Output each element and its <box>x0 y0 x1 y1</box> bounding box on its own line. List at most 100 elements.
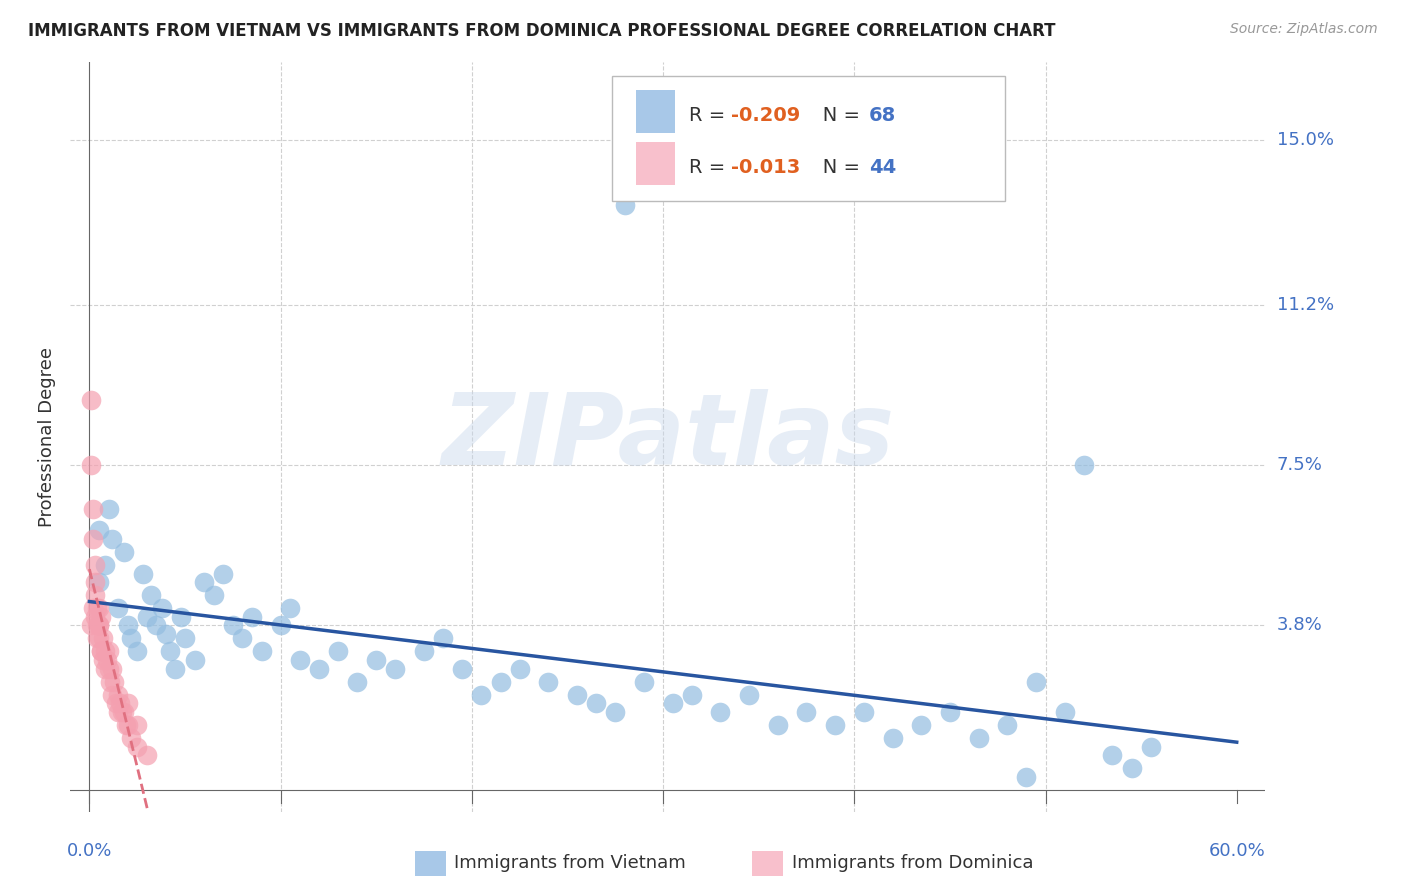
Point <box>84 610 107 624</box>
Point <box>967 731 990 745</box>
Point <box>681 688 703 702</box>
Point <box>82 601 104 615</box>
Point <box>489 674 512 689</box>
Point <box>661 697 683 711</box>
Point <box>97 644 120 658</box>
Point <box>117 697 139 711</box>
Point <box>93 558 115 572</box>
Point <box>384 662 406 676</box>
Point <box>183 653 205 667</box>
Point <box>766 718 789 732</box>
Point <box>107 705 129 719</box>
Point <box>240 610 263 624</box>
Point <box>127 718 149 732</box>
Point <box>91 653 114 667</box>
Point <box>1101 748 1123 763</box>
Point <box>90 644 112 658</box>
Point <box>1015 770 1038 784</box>
Point <box>170 610 193 624</box>
Point <box>93 644 115 658</box>
Text: 68: 68 <box>869 105 896 125</box>
Point <box>939 705 962 719</box>
Point <box>127 644 149 658</box>
Point <box>87 601 110 615</box>
Text: 3.8%: 3.8% <box>1277 616 1322 634</box>
Point <box>346 674 368 689</box>
Point <box>135 748 157 763</box>
Text: 44: 44 <box>869 158 896 177</box>
Point <box>738 688 761 702</box>
Point <box>1025 674 1047 689</box>
Point <box>1053 705 1076 719</box>
Point <box>145 618 167 632</box>
Point <box>97 662 120 676</box>
Point <box>87 523 110 537</box>
Point <box>117 618 139 632</box>
Point <box>633 674 655 689</box>
Point <box>108 697 131 711</box>
Point <box>90 610 112 624</box>
Point <box>87 618 110 632</box>
Point <box>852 705 875 719</box>
Point <box>91 632 114 646</box>
Text: Immigrants from Vietnam: Immigrants from Vietnam <box>454 855 686 872</box>
Point <box>231 632 253 646</box>
Point <box>80 393 103 408</box>
Point <box>413 644 436 658</box>
Point <box>278 601 301 615</box>
Text: -0.209: -0.209 <box>731 105 800 125</box>
Point <box>270 618 292 632</box>
Point <box>82 501 104 516</box>
Point <box>121 731 143 745</box>
Point <box>202 588 225 602</box>
Text: N =: N = <box>804 105 866 125</box>
Point <box>366 653 388 667</box>
Point <box>96 653 118 667</box>
Text: IMMIGRANTS FROM VIETNAM VS IMMIGRANTS FROM DOMINICA PROFESSIONAL DEGREE CORRELAT: IMMIGRANTS FROM VIETNAM VS IMMIGRANTS FR… <box>28 22 1056 40</box>
Point <box>605 705 627 719</box>
Point <box>87 575 110 590</box>
Point <box>326 644 349 658</box>
Text: Source: ZipAtlas.com: Source: ZipAtlas.com <box>1230 22 1378 37</box>
Point <box>86 618 108 632</box>
Point <box>117 718 139 732</box>
Point <box>101 662 124 676</box>
Point <box>222 618 245 632</box>
Point <box>135 610 157 624</box>
Point <box>82 532 104 546</box>
Point <box>105 697 128 711</box>
Point <box>86 632 108 646</box>
Point <box>537 674 560 689</box>
Point <box>585 697 607 711</box>
Point <box>193 575 215 590</box>
Point <box>509 662 531 676</box>
Point <box>565 688 588 702</box>
Text: R =: R = <box>689 158 731 177</box>
Point <box>910 718 932 732</box>
Text: R =: R = <box>689 105 731 125</box>
Point <box>127 739 149 754</box>
Point <box>165 662 187 676</box>
Point <box>80 458 103 473</box>
Point <box>87 618 110 632</box>
Y-axis label: Professional Degree: Professional Degree <box>38 347 56 527</box>
Text: 15.0%: 15.0% <box>1277 131 1333 149</box>
Text: 7.5%: 7.5% <box>1277 456 1323 475</box>
Text: N =: N = <box>804 158 866 177</box>
Point <box>86 601 108 615</box>
Point <box>288 653 311 667</box>
Text: 60.0%: 60.0% <box>1208 842 1265 860</box>
Point <box>250 644 273 658</box>
Point <box>174 632 197 646</box>
Point <box>432 632 454 646</box>
Point <box>112 705 135 719</box>
Point <box>84 558 107 572</box>
Text: 11.2%: 11.2% <box>1277 296 1334 314</box>
Point <box>132 566 155 581</box>
Point <box>80 618 103 632</box>
Point <box>111 705 134 719</box>
Point <box>114 718 136 732</box>
Point <box>90 644 112 658</box>
Point <box>470 688 492 702</box>
Point <box>150 601 173 615</box>
